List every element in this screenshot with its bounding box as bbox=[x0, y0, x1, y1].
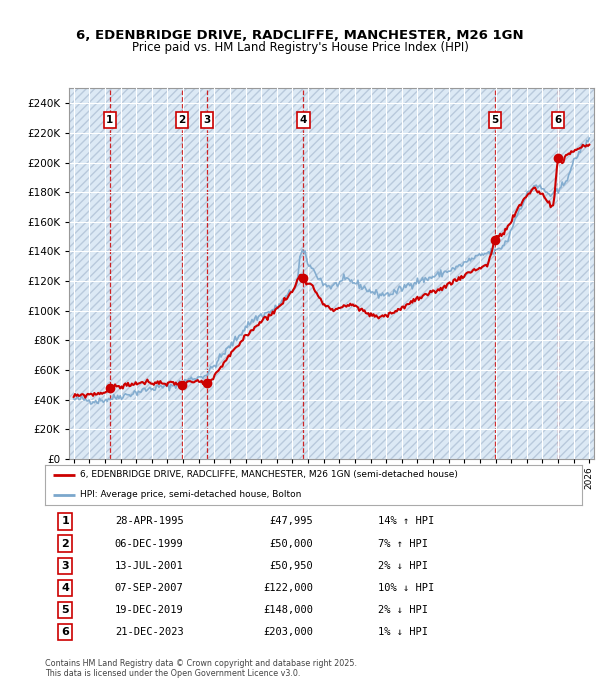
Text: £203,000: £203,000 bbox=[263, 627, 314, 637]
Text: 2: 2 bbox=[178, 115, 185, 125]
Text: 6, EDENBRIDGE DRIVE, RADCLIFFE, MANCHESTER, M26 1GN (semi-detached house): 6, EDENBRIDGE DRIVE, RADCLIFFE, MANCHEST… bbox=[80, 471, 458, 479]
Text: 5: 5 bbox=[62, 605, 69, 615]
Text: 3: 3 bbox=[62, 561, 69, 571]
Text: 06-DEC-1999: 06-DEC-1999 bbox=[115, 539, 184, 549]
Text: 5: 5 bbox=[491, 115, 499, 125]
Text: 2% ↓ HPI: 2% ↓ HPI bbox=[378, 605, 428, 615]
Text: 6, EDENBRIDGE DRIVE, RADCLIFFE, MANCHESTER, M26 1GN: 6, EDENBRIDGE DRIVE, RADCLIFFE, MANCHEST… bbox=[76, 29, 524, 41]
Text: 6: 6 bbox=[554, 115, 562, 125]
Text: 10% ↓ HPI: 10% ↓ HPI bbox=[378, 583, 434, 593]
Text: 1: 1 bbox=[106, 115, 113, 125]
Text: 3: 3 bbox=[203, 115, 211, 125]
Text: 2: 2 bbox=[62, 539, 69, 549]
Text: 14% ↑ HPI: 14% ↑ HPI bbox=[378, 517, 434, 526]
Text: Price paid vs. HM Land Registry's House Price Index (HPI): Price paid vs. HM Land Registry's House … bbox=[131, 41, 469, 54]
Text: £47,995: £47,995 bbox=[270, 517, 314, 526]
Text: HPI: Average price, semi-detached house, Bolton: HPI: Average price, semi-detached house,… bbox=[80, 490, 301, 499]
Text: Contains HM Land Registry data © Crown copyright and database right 2025.
This d: Contains HM Land Registry data © Crown c… bbox=[45, 658, 357, 678]
Text: 1% ↓ HPI: 1% ↓ HPI bbox=[378, 627, 428, 637]
Text: £50,000: £50,000 bbox=[270, 539, 314, 549]
Text: 28-APR-1995: 28-APR-1995 bbox=[115, 517, 184, 526]
Text: 4: 4 bbox=[299, 115, 307, 125]
Text: 2% ↓ HPI: 2% ↓ HPI bbox=[378, 561, 428, 571]
Text: £50,950: £50,950 bbox=[270, 561, 314, 571]
Text: 6: 6 bbox=[61, 627, 70, 637]
Text: 4: 4 bbox=[61, 583, 70, 593]
Text: 13-JUL-2001: 13-JUL-2001 bbox=[115, 561, 184, 571]
Text: 19-DEC-2019: 19-DEC-2019 bbox=[115, 605, 184, 615]
Text: £148,000: £148,000 bbox=[263, 605, 314, 615]
Text: 07-SEP-2007: 07-SEP-2007 bbox=[115, 583, 184, 593]
Text: 1: 1 bbox=[62, 517, 69, 526]
Text: £122,000: £122,000 bbox=[263, 583, 314, 593]
Text: 21-DEC-2023: 21-DEC-2023 bbox=[115, 627, 184, 637]
Text: 7% ↑ HPI: 7% ↑ HPI bbox=[378, 539, 428, 549]
